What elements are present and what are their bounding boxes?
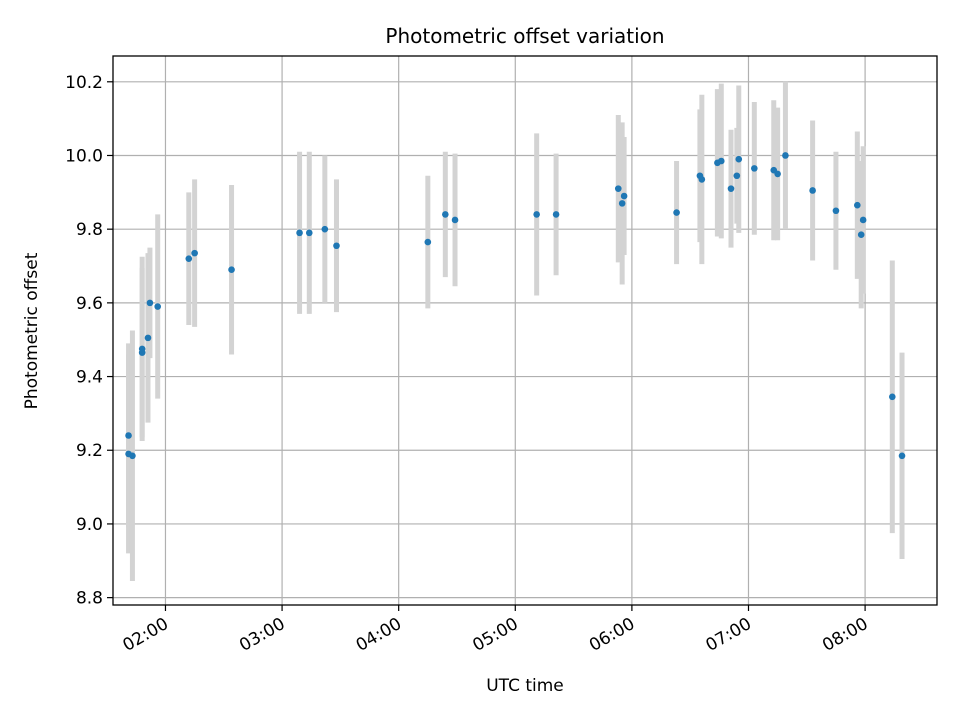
data-point	[146, 299, 154, 307]
data-point	[185, 255, 193, 262]
x-tick-label: 08:00	[819, 614, 871, 656]
data-point	[832, 207, 840, 215]
data-point	[138, 349, 146, 356]
data-point	[451, 216, 459, 224]
data-point	[859, 216, 867, 224]
data-point	[228, 266, 235, 274]
data-point	[889, 393, 896, 401]
data-point	[125, 432, 132, 439]
y-tick-label: 10.0	[65, 146, 103, 166]
x-tick-label: 02:00	[120, 614, 172, 656]
x-axis-ticks: 02:00 03:00 04:00 05:00 06:00 07:00 08:00	[120, 605, 872, 656]
x-tick-label: 04:00	[353, 614, 405, 656]
x-tick-label: 03:00	[236, 614, 288, 656]
data-point	[698, 176, 706, 183]
plot-frame	[112, 55, 938, 606]
data-point	[191, 249, 198, 257]
x-axis-label: UTC time	[486, 676, 564, 696]
data-point	[673, 209, 680, 216]
y-tick-label: 9.6	[76, 294, 103, 314]
y-axis-label: Photometric offset	[22, 252, 42, 409]
data-point	[735, 155, 743, 163]
data-point	[442, 211, 449, 218]
data-point	[424, 238, 432, 246]
y-tick-label: 9.0	[76, 515, 103, 535]
chart-title: Photometric offset variation	[385, 24, 664, 48]
data-point	[305, 229, 313, 237]
data-point	[898, 452, 906, 460]
y-tick-label: 8.8	[76, 589, 103, 609]
x-tick-label: 06:00	[586, 614, 638, 656]
data-point	[782, 152, 789, 159]
data-point	[533, 211, 540, 218]
x-tick-label: 05:00	[469, 614, 521, 656]
data-point	[751, 165, 758, 172]
grid	[113, 56, 937, 605]
data-point	[733, 172, 741, 180]
y-tick-label: 9.8	[76, 220, 103, 240]
data-point	[552, 211, 560, 218]
data-points	[125, 152, 906, 460]
data-point	[154, 303, 161, 310]
data-point	[144, 334, 152, 342]
data-point	[321, 225, 329, 233]
data-point	[727, 185, 735, 192]
data-point	[614, 185, 622, 192]
data-point	[618, 200, 626, 207]
data-point	[333, 242, 340, 250]
data-point	[854, 201, 861, 209]
y-tick-label: 9.4	[76, 368, 103, 388]
y-axis-ticks: 8.8 9.0 9.2 9.4 9.6 9.8 10.0 10.2	[65, 73, 113, 609]
y-tick-label: 10.2	[65, 73, 103, 93]
y-tick-label: 9.2	[76, 441, 103, 461]
data-point	[774, 170, 781, 178]
data-point	[129, 452, 136, 460]
data-point	[717, 157, 725, 165]
x-tick-label: 07:00	[703, 614, 755, 656]
data-point	[809, 187, 816, 194]
data-point	[620, 192, 628, 200]
data-point	[296, 229, 303, 237]
data-point	[857, 231, 865, 239]
